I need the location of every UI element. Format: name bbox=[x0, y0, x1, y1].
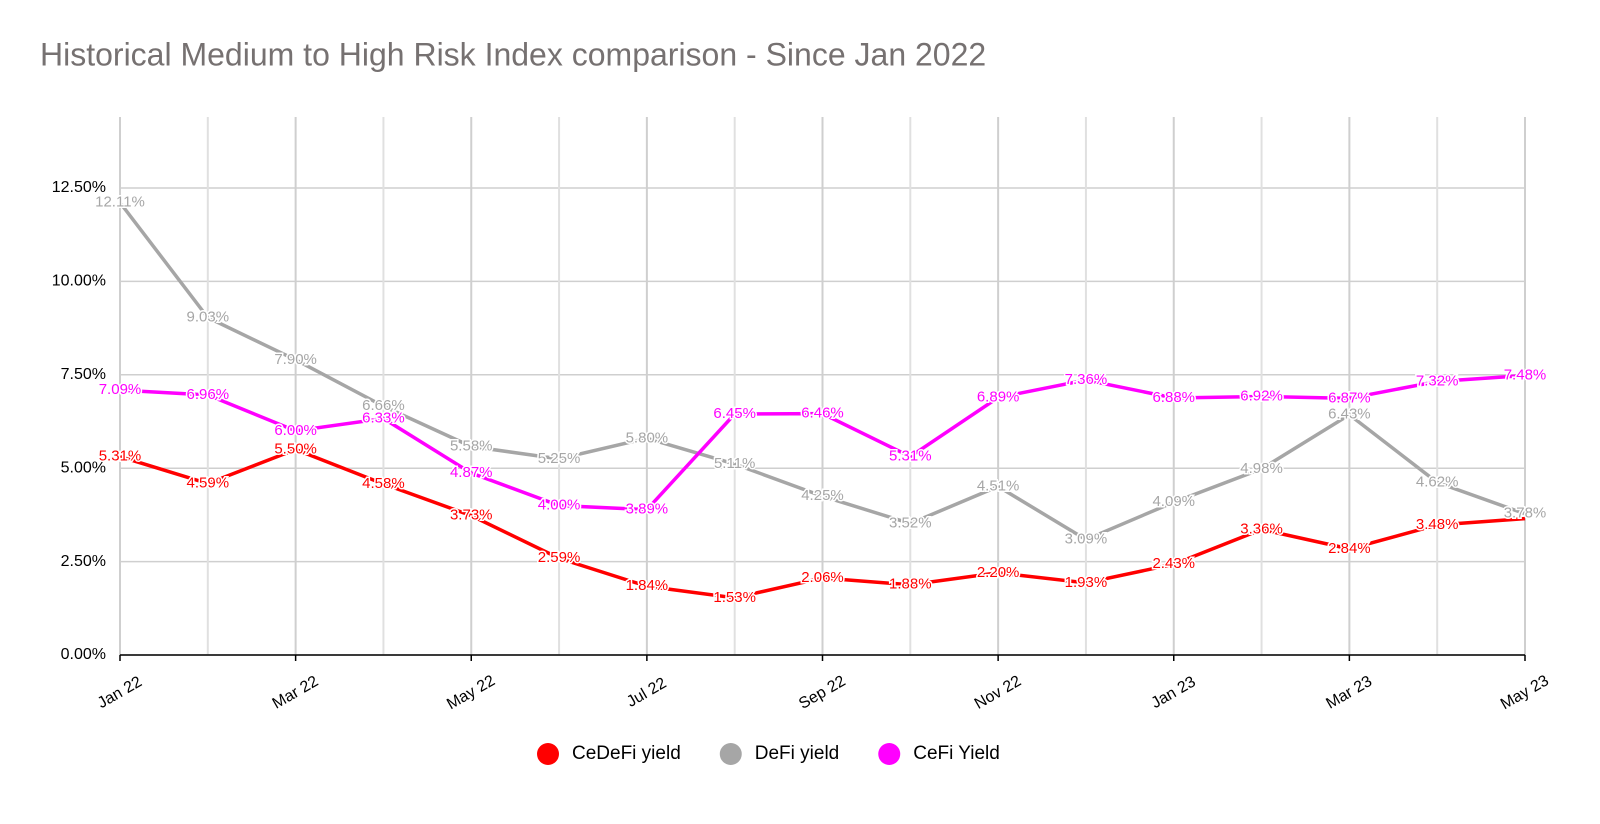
data-label: 6.33% bbox=[362, 409, 405, 426]
legend-label: DeFi yield bbox=[755, 743, 839, 764]
data-label: 7.36% bbox=[1065, 371, 1108, 388]
data-label: 6.43% bbox=[1328, 406, 1371, 423]
x-tick-label: Mar 23 bbox=[1323, 673, 1375, 713]
data-label: 5.25% bbox=[538, 450, 581, 467]
data-label: 3.36% bbox=[1240, 520, 1283, 537]
data-label: 3.48% bbox=[1416, 516, 1459, 533]
data-label: 5.31% bbox=[889, 448, 932, 465]
data-label: 6.45% bbox=[713, 405, 756, 422]
data-label: 4.87% bbox=[450, 464, 493, 481]
x-tick-label: Jan 22 bbox=[95, 673, 145, 712]
data-label: 1.84% bbox=[626, 577, 669, 594]
data-label: 3.52% bbox=[889, 514, 932, 531]
data-label: 5.58% bbox=[450, 437, 493, 454]
data-label: 6.87% bbox=[1328, 389, 1371, 406]
data-label: 12.11% bbox=[95, 194, 145, 211]
x-tick-label: Mar 22 bbox=[270, 673, 322, 713]
y-tick-label: 0.00% bbox=[61, 646, 106, 663]
x-tick-label: May 23 bbox=[1498, 672, 1552, 713]
data-label: 2.84% bbox=[1328, 540, 1371, 557]
data-label: 3.78% bbox=[1504, 505, 1547, 522]
data-label: 6.92% bbox=[1240, 387, 1283, 404]
series-line bbox=[119, 447, 1526, 600]
data-label: 6.96% bbox=[187, 386, 230, 403]
series-line bbox=[118, 201, 1526, 542]
data-label: 7.32% bbox=[1416, 372, 1459, 389]
x-tick-label: May 22 bbox=[444, 672, 498, 713]
data-label: 4.51% bbox=[977, 477, 1020, 494]
y-tick-label: 5.00% bbox=[61, 459, 106, 476]
data-label: 5.11% bbox=[714, 455, 755, 472]
x-tick-label: Nov 22 bbox=[972, 673, 1024, 713]
y-tick-label: 12.50% bbox=[52, 179, 106, 196]
data-label: 6.66% bbox=[362, 397, 405, 414]
x-tick-label: Sep 22 bbox=[796, 673, 849, 713]
data-label: 2.59% bbox=[538, 549, 581, 566]
data-label: 4.00% bbox=[538, 497, 581, 514]
x-tick-label: Jan 23 bbox=[1149, 673, 1199, 712]
legend-label: CeFi Yield bbox=[913, 743, 1000, 764]
y-tick-label: 7.50% bbox=[61, 366, 106, 383]
data-label: 4.59% bbox=[187, 474, 230, 491]
data-label: 4.09% bbox=[1152, 493, 1195, 510]
data-label: 2.20% bbox=[977, 564, 1020, 581]
x-tick-label: Jul 22 bbox=[624, 675, 670, 711]
chart-title: Historical Medium to High Risk Index com… bbox=[40, 36, 986, 72]
data-label: 3.09% bbox=[1065, 531, 1108, 548]
data-label: 4.62% bbox=[1416, 473, 1459, 490]
data-label: 4.58% bbox=[362, 475, 405, 492]
data-label: 6.46% bbox=[801, 405, 844, 422]
data-label: 1.53% bbox=[713, 589, 756, 606]
data-label: 3.89% bbox=[626, 501, 669, 518]
data-label: 2.06% bbox=[801, 569, 844, 586]
data-label: 7.48% bbox=[1504, 367, 1547, 384]
data-label: 1.88% bbox=[889, 576, 932, 593]
data-label: 7.09% bbox=[99, 381, 142, 398]
legend-marker bbox=[878, 743, 901, 765]
data-label: 3.73% bbox=[450, 507, 493, 524]
data-label: 1.93% bbox=[1065, 574, 1108, 591]
data-label: 5.50% bbox=[274, 440, 317, 457]
legend-label: CeDeFi yield bbox=[572, 743, 681, 764]
y-tick-label: 10.00% bbox=[52, 273, 106, 290]
data-label: 6.00% bbox=[274, 422, 317, 439]
data-label: 6.88% bbox=[1152, 389, 1195, 406]
data-label: 9.03% bbox=[187, 309, 230, 326]
data-label: 4.98% bbox=[1240, 460, 1283, 477]
data-label: 5.31% bbox=[99, 448, 142, 465]
data-label: 5.80% bbox=[626, 429, 669, 446]
data-label: 4.25% bbox=[801, 487, 844, 504]
legend-marker bbox=[719, 743, 742, 765]
y-tick-label: 2.50% bbox=[61, 553, 106, 570]
data-label: 2.43% bbox=[1152, 555, 1195, 572]
series-line bbox=[119, 373, 1526, 512]
data-label: 7.90% bbox=[274, 351, 317, 368]
data-label: 6.89% bbox=[977, 389, 1020, 406]
legend-marker bbox=[537, 743, 559, 765]
